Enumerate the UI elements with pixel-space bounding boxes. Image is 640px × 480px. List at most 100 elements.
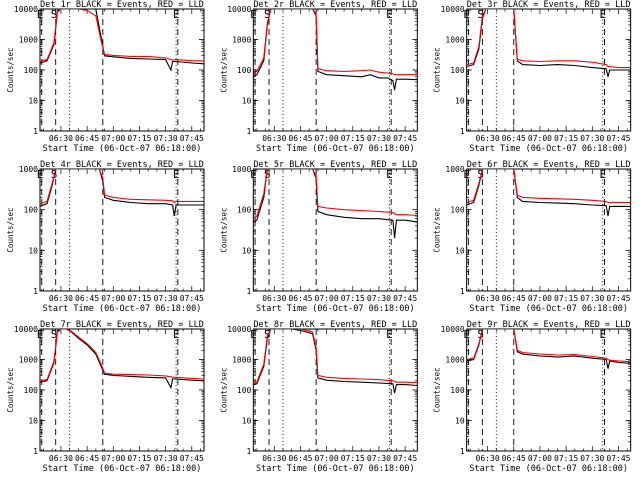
y-tick-label: 10	[28, 246, 38, 255]
y-tick-label: 1000	[19, 36, 38, 45]
x-tick-label: 07:15	[554, 294, 578, 303]
x-tick-label: 07:15	[341, 134, 365, 143]
panel-title: Det 4r BLACK = Events, RED = LLD	[40, 160, 204, 170]
y-tick-label: 1000	[232, 36, 251, 45]
series-line-lld	[40, 169, 204, 205]
event-marker-label: E	[599, 168, 606, 181]
y-axis-label: Counts/sec	[6, 47, 15, 92]
y-tick-label: 1000	[445, 165, 464, 174]
y-tick-label: 10	[28, 417, 38, 426]
y-tick-label: 100	[237, 66, 252, 75]
x-tick-label: 07:15	[341, 454, 365, 463]
chart-panel-3: 1 10 100 1000 10000 06:30 06:45 07:00 07:15 07:30…	[433, 0, 632, 154]
y-tick-label: 1	[33, 447, 38, 456]
panel-title: Det 3r BLACK = Events, RED = LLD	[467, 0, 631, 10]
chart-panel-9: 1 10 100 1000 10000 06:30 06:45 07:00 07:15 07:30…	[433, 320, 632, 474]
y-tick-label: 100	[450, 66, 465, 75]
series-line-lld	[466, 9, 631, 69]
series-line-lld	[253, 169, 418, 220]
event-marker-label: E	[463, 328, 470, 341]
x-tick-label: 07:00	[315, 294, 339, 303]
y-tick-label: 100	[237, 386, 252, 395]
y-tick-label: 1000	[19, 356, 38, 365]
x-tick-label: 06:30	[49, 134, 73, 143]
event-marker-label: E	[250, 168, 257, 181]
event-marker-label: S	[51, 328, 58, 341]
y-tick-label: 100	[237, 206, 252, 215]
series-line-lld	[253, 9, 418, 76]
y-axis-label: Counts/sec	[6, 207, 15, 252]
x-tick-label: 06:30	[476, 294, 500, 303]
plot-frame	[466, 328, 632, 452]
series-line-events	[466, 169, 631, 217]
event-marker-label: E	[386, 328, 393, 341]
y-tick-label: 10000	[441, 5, 465, 14]
panel-title: Det 1r BLACK = Events, RED = LLD	[40, 0, 204, 10]
event-marker-label: S	[264, 168, 271, 181]
x-axis-label: Start Time (06-Oct-07 06:18:00)	[469, 144, 628, 154]
x-tick-label: 06:45	[502, 294, 526, 303]
x-tick-label: 06:45	[288, 454, 312, 463]
x-tick-label: 06:30	[49, 454, 73, 463]
y-tick-label: 1	[460, 287, 465, 296]
y-tick-label: 10000	[227, 5, 251, 14]
chart-panel-5: 1 10 100 1000 06:30 06:45 07:00 07:15 07:30 07:45…	[219, 160, 418, 314]
event-marker-label: E	[599, 8, 606, 21]
plot-frame	[39, 8, 205, 132]
plot-frame	[252, 8, 418, 132]
x-tick-label: 06:45	[288, 294, 312, 303]
x-tick-label: 07:30	[367, 294, 391, 303]
x-tick-label: 07:45	[180, 454, 204, 463]
x-tick-label: 06:30	[476, 454, 500, 463]
series-line-lld	[253, 329, 418, 384]
x-tick-label: 07:30	[367, 134, 391, 143]
panel-title: Det 8r BLACK = Events, RED = LLD	[253, 320, 417, 330]
y-tick-label: 1000	[19, 165, 38, 174]
plot-frame	[252, 168, 418, 292]
y-tick-label: 1	[460, 447, 465, 456]
x-tick-label: 06:45	[75, 294, 99, 303]
event-marker-label: E	[463, 168, 470, 181]
x-tick-label: 07:00	[101, 294, 125, 303]
plot-frame	[252, 328, 418, 452]
event-marker-label: E	[250, 328, 257, 341]
panel-title: Det 9r BLACK = Events, RED = LLD	[467, 320, 631, 330]
panel-title: Det 2r BLACK = Events, RED = LLD	[253, 0, 417, 10]
series-line-lld	[40, 329, 204, 382]
x-tick-label: 06:45	[75, 134, 99, 143]
y-tick-label: 1	[247, 447, 252, 456]
series-line-lld	[466, 169, 631, 204]
plot-frame	[466, 168, 632, 292]
x-tick-label: 07:45	[606, 134, 630, 143]
x-tick-label: 07:45	[393, 454, 417, 463]
x-tick-label: 06:30	[262, 294, 286, 303]
x-tick-label: 07:00	[315, 454, 339, 463]
event-marker-label: E	[173, 8, 180, 21]
series-line-events	[40, 9, 204, 72]
x-tick-label: 07:45	[606, 454, 630, 463]
x-tick-label: 07:15	[127, 294, 151, 303]
x-tick-label: 07:30	[367, 454, 391, 463]
series-line-lld	[466, 329, 631, 363]
event-marker-label: S	[264, 8, 271, 21]
x-tick-label: 07:00	[528, 294, 552, 303]
y-axis-label: Counts/sec	[433, 47, 442, 92]
y-axis-label: Counts/sec	[219, 47, 228, 92]
x-tick-label: 07:30	[154, 454, 178, 463]
x-axis-label: Start Time (06-Oct-07 06:18:00)	[469, 304, 628, 314]
series-line-events	[253, 9, 418, 91]
y-tick-label: 1000	[232, 356, 251, 365]
y-tick-label: 1	[247, 127, 252, 136]
x-tick-label: 07:45	[180, 294, 204, 303]
x-tick-label: 07:45	[606, 294, 630, 303]
y-tick-label: 10	[28, 97, 38, 106]
x-tick-label: 07:30	[154, 294, 178, 303]
plot-frame	[39, 168, 205, 292]
event-marker-label: S	[477, 8, 484, 21]
event-marker-label: E	[37, 8, 44, 21]
x-tick-label: 06:45	[75, 454, 99, 463]
y-tick-label: 10000	[441, 325, 465, 334]
series-line-events	[40, 169, 204, 217]
y-tick-label: 1	[247, 287, 252, 296]
x-tick-label: 06:45	[502, 134, 526, 143]
